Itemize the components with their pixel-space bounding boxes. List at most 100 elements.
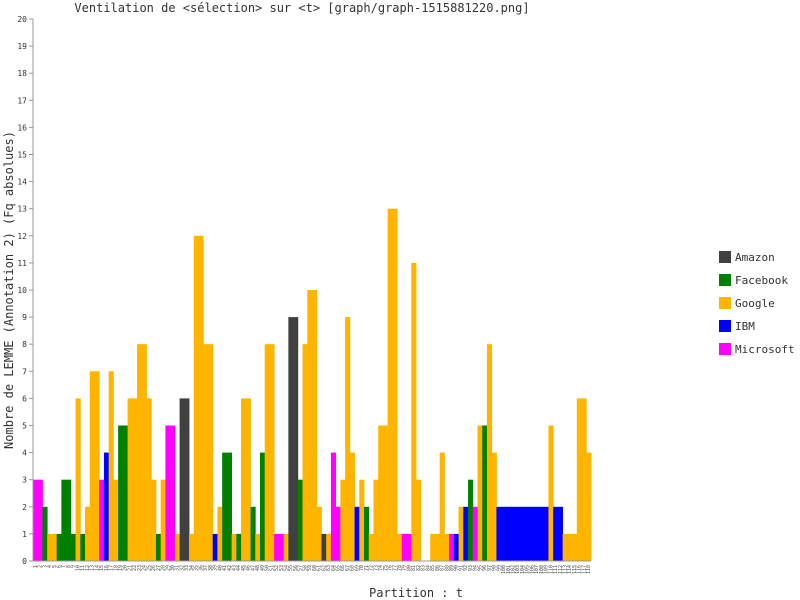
bar-facebook-8 xyxy=(66,479,72,561)
bar-google-98 xyxy=(491,452,497,561)
x-tick-label-38: 38 xyxy=(208,565,214,571)
bar-google-86 xyxy=(434,533,441,561)
bar-microsoft-80 xyxy=(406,533,412,561)
bar-ibm-90 xyxy=(453,533,459,561)
bar-google-10 xyxy=(75,398,81,561)
bar-ibm-69 xyxy=(354,506,360,561)
x-tick-label-50: 50 xyxy=(265,565,271,571)
bar-ibm-103 xyxy=(515,506,521,561)
bar-google-91 xyxy=(458,506,464,561)
x-tick-label-25: 25 xyxy=(146,565,152,571)
bar-ibm-101 xyxy=(505,506,512,561)
x-tick-label-7: 7 xyxy=(61,565,67,568)
bar-google-21 xyxy=(127,398,133,561)
legend-label-amazon: Amazon xyxy=(735,251,775,264)
bar-facebook-6 xyxy=(56,533,62,561)
x-tick-label-76: 76 xyxy=(388,565,394,571)
bar-microsoft-1 xyxy=(33,479,39,561)
x-tick-label-95: 95 xyxy=(477,565,483,571)
bar-google-88 xyxy=(444,533,450,561)
x-tick-label-104: 104 xyxy=(520,565,526,574)
bar-ibm-99 xyxy=(496,506,502,561)
bar-google-60 xyxy=(312,290,318,561)
x-tick-label-8: 8 xyxy=(66,565,72,568)
x-tick-label-84: 84 xyxy=(425,565,431,571)
bar-facebook-20 xyxy=(122,425,128,561)
bar-google-12 xyxy=(85,506,91,561)
legend: Amazon Facebook Google IBM Microsoft xyxy=(719,251,795,356)
x-tick-label-87: 87 xyxy=(440,565,446,571)
bar-facebook-47 xyxy=(250,506,256,561)
x-tick-label-91: 91 xyxy=(458,565,464,571)
x-tick-label-2: 2 xyxy=(38,565,44,568)
x-tick-label-78: 78 xyxy=(397,565,403,571)
x-tick-label-93: 93 xyxy=(468,565,474,571)
y-tick-label-1: 1 xyxy=(22,530,27,539)
x-tick-label-4: 4 xyxy=(47,565,53,568)
x-tick-label-22: 22 xyxy=(132,565,138,571)
bar-facebook-96 xyxy=(482,425,488,561)
bar-google-61 xyxy=(316,506,322,561)
x-tick-label-96: 96 xyxy=(482,565,488,571)
x-tick-label-70: 70 xyxy=(359,565,365,571)
bar-google-75 xyxy=(382,425,389,561)
bar-google-38 xyxy=(207,344,214,561)
bar-amazon-32 xyxy=(179,398,185,561)
y-tick-label-5: 5 xyxy=(22,422,27,431)
x-tick-label-63: 63 xyxy=(326,565,332,571)
x-tick-label-92: 92 xyxy=(463,565,469,571)
x-tick-label-48: 48 xyxy=(255,565,261,571)
x-tick-label-79: 79 xyxy=(402,565,408,571)
bar-ibm-107 xyxy=(534,506,540,561)
bar-ibm-109 xyxy=(543,506,549,561)
y-tick-label-12: 12 xyxy=(17,232,27,241)
legend-label-facebook: Facebook xyxy=(735,274,788,287)
bar-google-87 xyxy=(439,452,445,561)
x-tick-label-51: 51 xyxy=(269,565,275,571)
x-tick-label-20: 20 xyxy=(123,565,129,571)
x-tick-label-74: 74 xyxy=(378,565,384,571)
x-tick-label-37: 37 xyxy=(203,565,209,571)
bar-google-118 xyxy=(586,452,592,561)
bar-ibm-39 xyxy=(212,533,218,561)
bar-google-5 xyxy=(51,533,58,561)
y-tick-label-18: 18 xyxy=(17,69,27,78)
x-tick-label-115: 115 xyxy=(572,565,578,574)
bar-ibm-92 xyxy=(463,506,469,561)
x-tick-label-3: 3 xyxy=(42,565,48,568)
x-tick-label-85: 85 xyxy=(430,565,436,571)
x-tick-label-118: 118 xyxy=(586,565,592,574)
x-tick-label-83: 83 xyxy=(421,565,427,571)
x-tick-label-62: 62 xyxy=(321,565,327,571)
bar-google-73 xyxy=(373,479,379,561)
bar-google-67 xyxy=(345,317,351,561)
x-tick-label-13: 13 xyxy=(90,565,96,571)
bar-microsoft-2 xyxy=(37,479,43,561)
x-tick-label-69: 69 xyxy=(354,565,360,571)
x-tick-label-56: 56 xyxy=(293,565,299,571)
x-tick-label-88: 88 xyxy=(444,565,450,571)
x-tick-label-9: 9 xyxy=(71,565,77,568)
x-tick-label-19: 19 xyxy=(118,565,124,571)
bars-layer xyxy=(33,208,592,562)
y-tick-label-2: 2 xyxy=(22,503,27,512)
y-tick-label-7: 7 xyxy=(22,367,27,376)
x-tick-label-65: 65 xyxy=(336,565,342,571)
bar-google-95 xyxy=(477,425,483,561)
x-tick-label-44: 44 xyxy=(236,565,242,571)
x-tick-label-1: 1 xyxy=(33,565,39,568)
x-tick-label-27: 27 xyxy=(156,565,162,571)
bar-google-74 xyxy=(378,425,384,561)
x-tick-label-10: 10 xyxy=(75,565,81,571)
y-tick-label-20: 20 xyxy=(17,15,27,24)
bar-google-63 xyxy=(326,533,332,561)
bar-google-23 xyxy=(137,344,143,561)
x-tick-label-54: 54 xyxy=(283,565,289,571)
x-tick-label-14: 14 xyxy=(94,565,100,571)
legend-swatch-ibm xyxy=(719,320,731,332)
x-tick-label-30: 30 xyxy=(170,565,176,571)
x-tick-label-57: 57 xyxy=(298,565,304,571)
x-tick-label-71: 71 xyxy=(364,565,370,571)
bar-microsoft-65 xyxy=(335,506,341,561)
x-tick-label-16: 16 xyxy=(104,565,110,571)
